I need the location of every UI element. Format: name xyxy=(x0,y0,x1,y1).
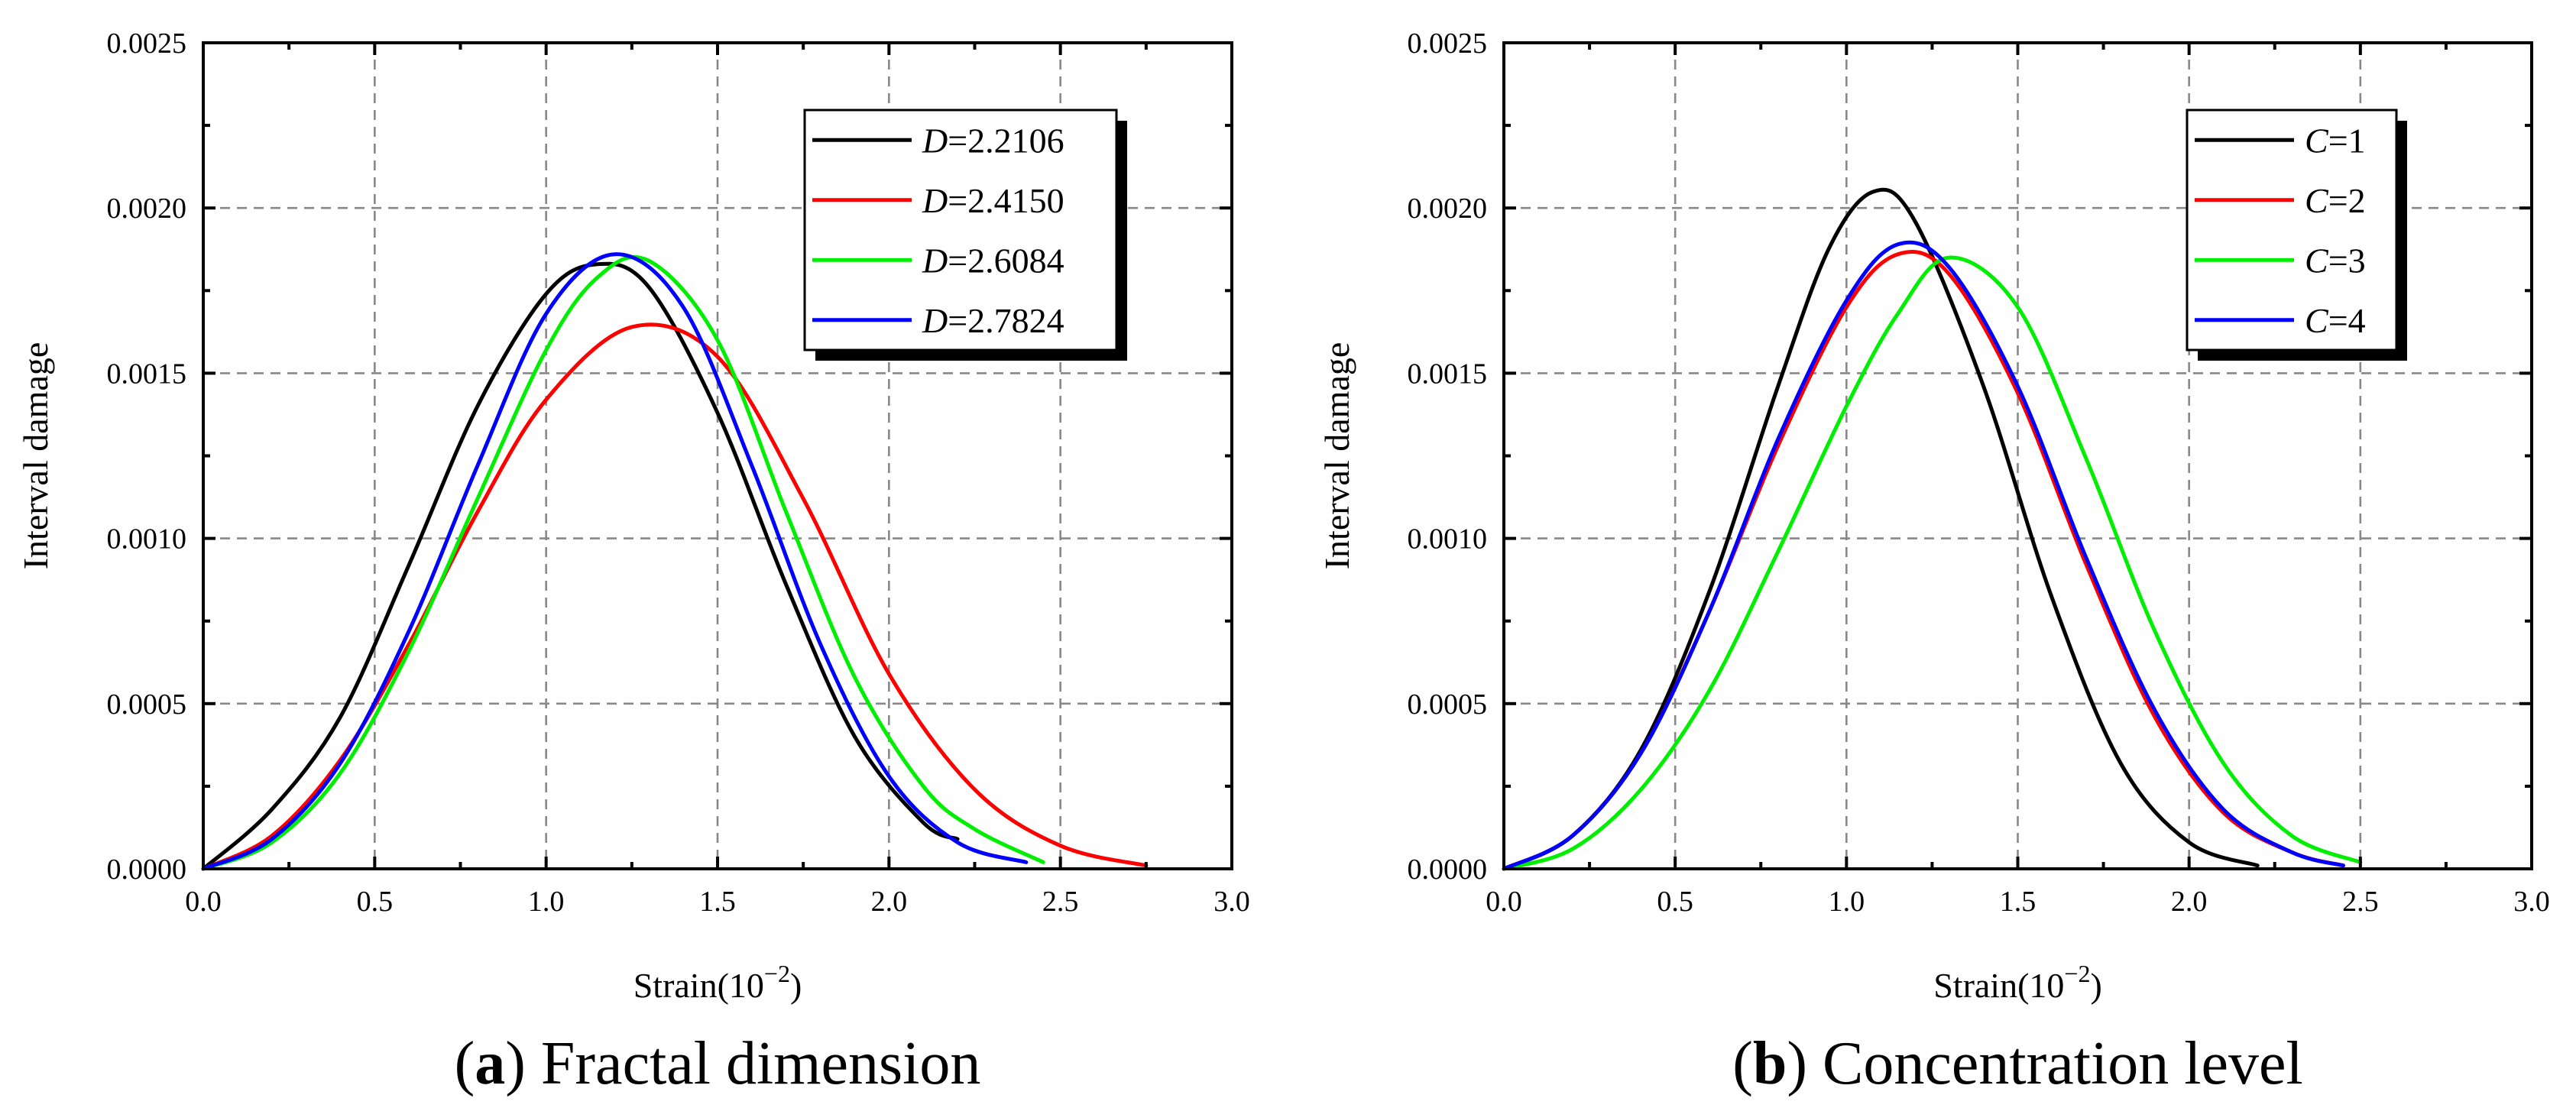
x-tick-label: 1.5 xyxy=(2000,886,2036,918)
caption-text: Concentration level xyxy=(1823,1030,2303,1097)
legend-label-var: C xyxy=(2305,181,2329,220)
y-tick-label: 0.0010 xyxy=(107,523,187,556)
x-tick-label: 3.0 xyxy=(2513,886,2550,918)
y-tick-label: 0.0000 xyxy=(1408,854,1488,886)
x-tick-label: 0.0 xyxy=(185,886,222,918)
chart-b: 0.0 0.5 1.0 1.5 2.0 2.5 3.0 0.0000 0.0005 0.0010 0… xyxy=(1317,28,2550,1097)
axis-ticks: 0.0 0.5 1.0 1.5 2.0 2.5 3.0 0.0000 0.0005 0.0010 0… xyxy=(1408,28,2550,918)
legend-label: C=2 xyxy=(2305,181,2366,220)
y-tick-label: 0.0010 xyxy=(1408,523,1488,556)
legend: C=1C=2C=3C=4 xyxy=(2186,109,2407,361)
x-axis-label-exponent: −2 xyxy=(764,960,790,987)
x-axis-label: Strain(10−2) xyxy=(1933,960,2102,1005)
series-line-c-3 xyxy=(1502,255,2363,871)
x-tick-label: 0.5 xyxy=(357,886,394,918)
legend-label: C=3 xyxy=(2305,241,2366,280)
x-axis-label-base: Strain(10 xyxy=(633,966,764,1005)
x-axis-label: Strain(10−2) xyxy=(633,960,802,1005)
legend-label-var: C xyxy=(2305,121,2329,160)
y-axis-label: Interval damage xyxy=(16,342,55,570)
caption-paren-open: ( xyxy=(455,1030,475,1097)
legend-label-value: =2.6084 xyxy=(948,241,1064,280)
legend-label-value: =2.2106 xyxy=(948,121,1064,160)
series-line-d-4 xyxy=(201,252,1029,871)
legend-label-var: D xyxy=(922,121,948,160)
x-tick-label: 3.0 xyxy=(1213,886,1250,918)
series-line-d-1 xyxy=(201,261,960,871)
legend-label-value: =2.7824 xyxy=(948,301,1064,340)
legend-label: D=2.2106 xyxy=(922,121,1064,160)
grid-lines xyxy=(1504,43,2532,869)
y-tick-label: 0.0005 xyxy=(1408,688,1488,721)
chart-a: 0.0 0.5 1.0 1.5 2.0 2.5 3.0 0.0000 0.0005 0.0010 0… xyxy=(16,28,1250,1097)
legend-label-value: =3 xyxy=(2328,241,2366,280)
legend-item: C=3 xyxy=(2195,241,2366,280)
series-line-d-3 xyxy=(201,254,1045,871)
caption-letter: b xyxy=(1753,1030,1787,1097)
y-tick-label: 0.0025 xyxy=(107,28,187,60)
legend-item: D=2.2106 xyxy=(812,121,1064,160)
caption-letter: a xyxy=(475,1030,505,1097)
caption-text: Fractal dimension xyxy=(541,1030,980,1097)
legend-label: D=2.4150 xyxy=(922,181,1064,220)
y-axis-label: Interval damage xyxy=(1317,342,1356,570)
x-tick-label: 2.5 xyxy=(2342,886,2379,918)
series-line-d-2 xyxy=(201,322,1149,871)
x-tick-label: 0.5 xyxy=(1657,886,1693,918)
x-tick-label: 2.0 xyxy=(2171,886,2208,918)
x-tick-label: 2.0 xyxy=(871,886,908,918)
x-axis-label-exponent: −2 xyxy=(2064,960,2090,987)
x-tick-label: 1.5 xyxy=(699,886,736,918)
series-line-c-4 xyxy=(1502,240,2345,871)
series-group xyxy=(1502,187,2363,871)
legend-label: C=1 xyxy=(2305,121,2366,160)
legend-label-var: D xyxy=(922,241,948,280)
legend-label: C=4 xyxy=(2305,301,2366,340)
x-axis-label-close: ) xyxy=(790,966,802,1005)
legend-label: D=2.7824 xyxy=(922,301,1064,340)
x-axis-label-close: ) xyxy=(2090,966,2101,1005)
legend-item: D=2.7824 xyxy=(812,301,1064,340)
chart-caption: (b) Concentration level xyxy=(1732,1030,2302,1097)
legend-label-value: =1 xyxy=(2328,121,2366,160)
legend-label-value: =4 xyxy=(2328,301,2366,340)
legend-label-var: C xyxy=(2305,241,2329,280)
y-tick-label: 0.0005 xyxy=(107,688,187,721)
legend-label-var: D xyxy=(922,301,948,340)
legend-label-var: D xyxy=(922,181,948,220)
legend-item: D=2.6084 xyxy=(812,241,1064,280)
legend-item: C=1 xyxy=(2195,121,2366,160)
legend-box xyxy=(803,109,1118,352)
legend-item: D=2.4150 xyxy=(812,181,1064,220)
y-tick-label: 0.0015 xyxy=(1408,358,1488,390)
legend-label-value: =2.4150 xyxy=(948,181,1064,220)
series-line-c-1 xyxy=(1502,187,2260,871)
y-tick-label: 0.0020 xyxy=(1408,193,1488,225)
caption-paren-close: ) xyxy=(505,1030,541,1097)
x-tick-label: 1.0 xyxy=(1829,886,1865,918)
chart-caption: (a) Fractal dimension xyxy=(455,1030,981,1097)
x-tick-label: 0.0 xyxy=(1486,886,1522,918)
y-tick-label: 0.0020 xyxy=(107,193,187,225)
legend-item: C=2 xyxy=(2195,181,2366,220)
axis-ticks: 0.0 0.5 1.0 1.5 2.0 2.5 3.0 0.0000 0.0005 0.0010 0… xyxy=(107,28,1250,918)
y-tick-label: 0.0000 xyxy=(107,854,187,886)
legend-label: D=2.6084 xyxy=(922,241,1064,280)
legend-label-var: C xyxy=(2305,301,2329,340)
caption-paren-close: ) xyxy=(1787,1030,1823,1097)
y-tick-label: 0.0025 xyxy=(1408,28,1488,60)
x-axis-label-base: Strain(10 xyxy=(1933,966,2064,1005)
legend-box xyxy=(2186,109,2398,352)
caption-paren-open: ( xyxy=(1732,1030,1753,1097)
y-tick-label: 0.0015 xyxy=(107,358,187,390)
x-tick-label: 1.0 xyxy=(528,886,565,918)
legend-label-value: =2 xyxy=(2328,181,2366,220)
legend-item: C=4 xyxy=(2195,301,2366,340)
x-tick-label: 2.5 xyxy=(1042,886,1079,918)
series-group xyxy=(201,252,1149,871)
